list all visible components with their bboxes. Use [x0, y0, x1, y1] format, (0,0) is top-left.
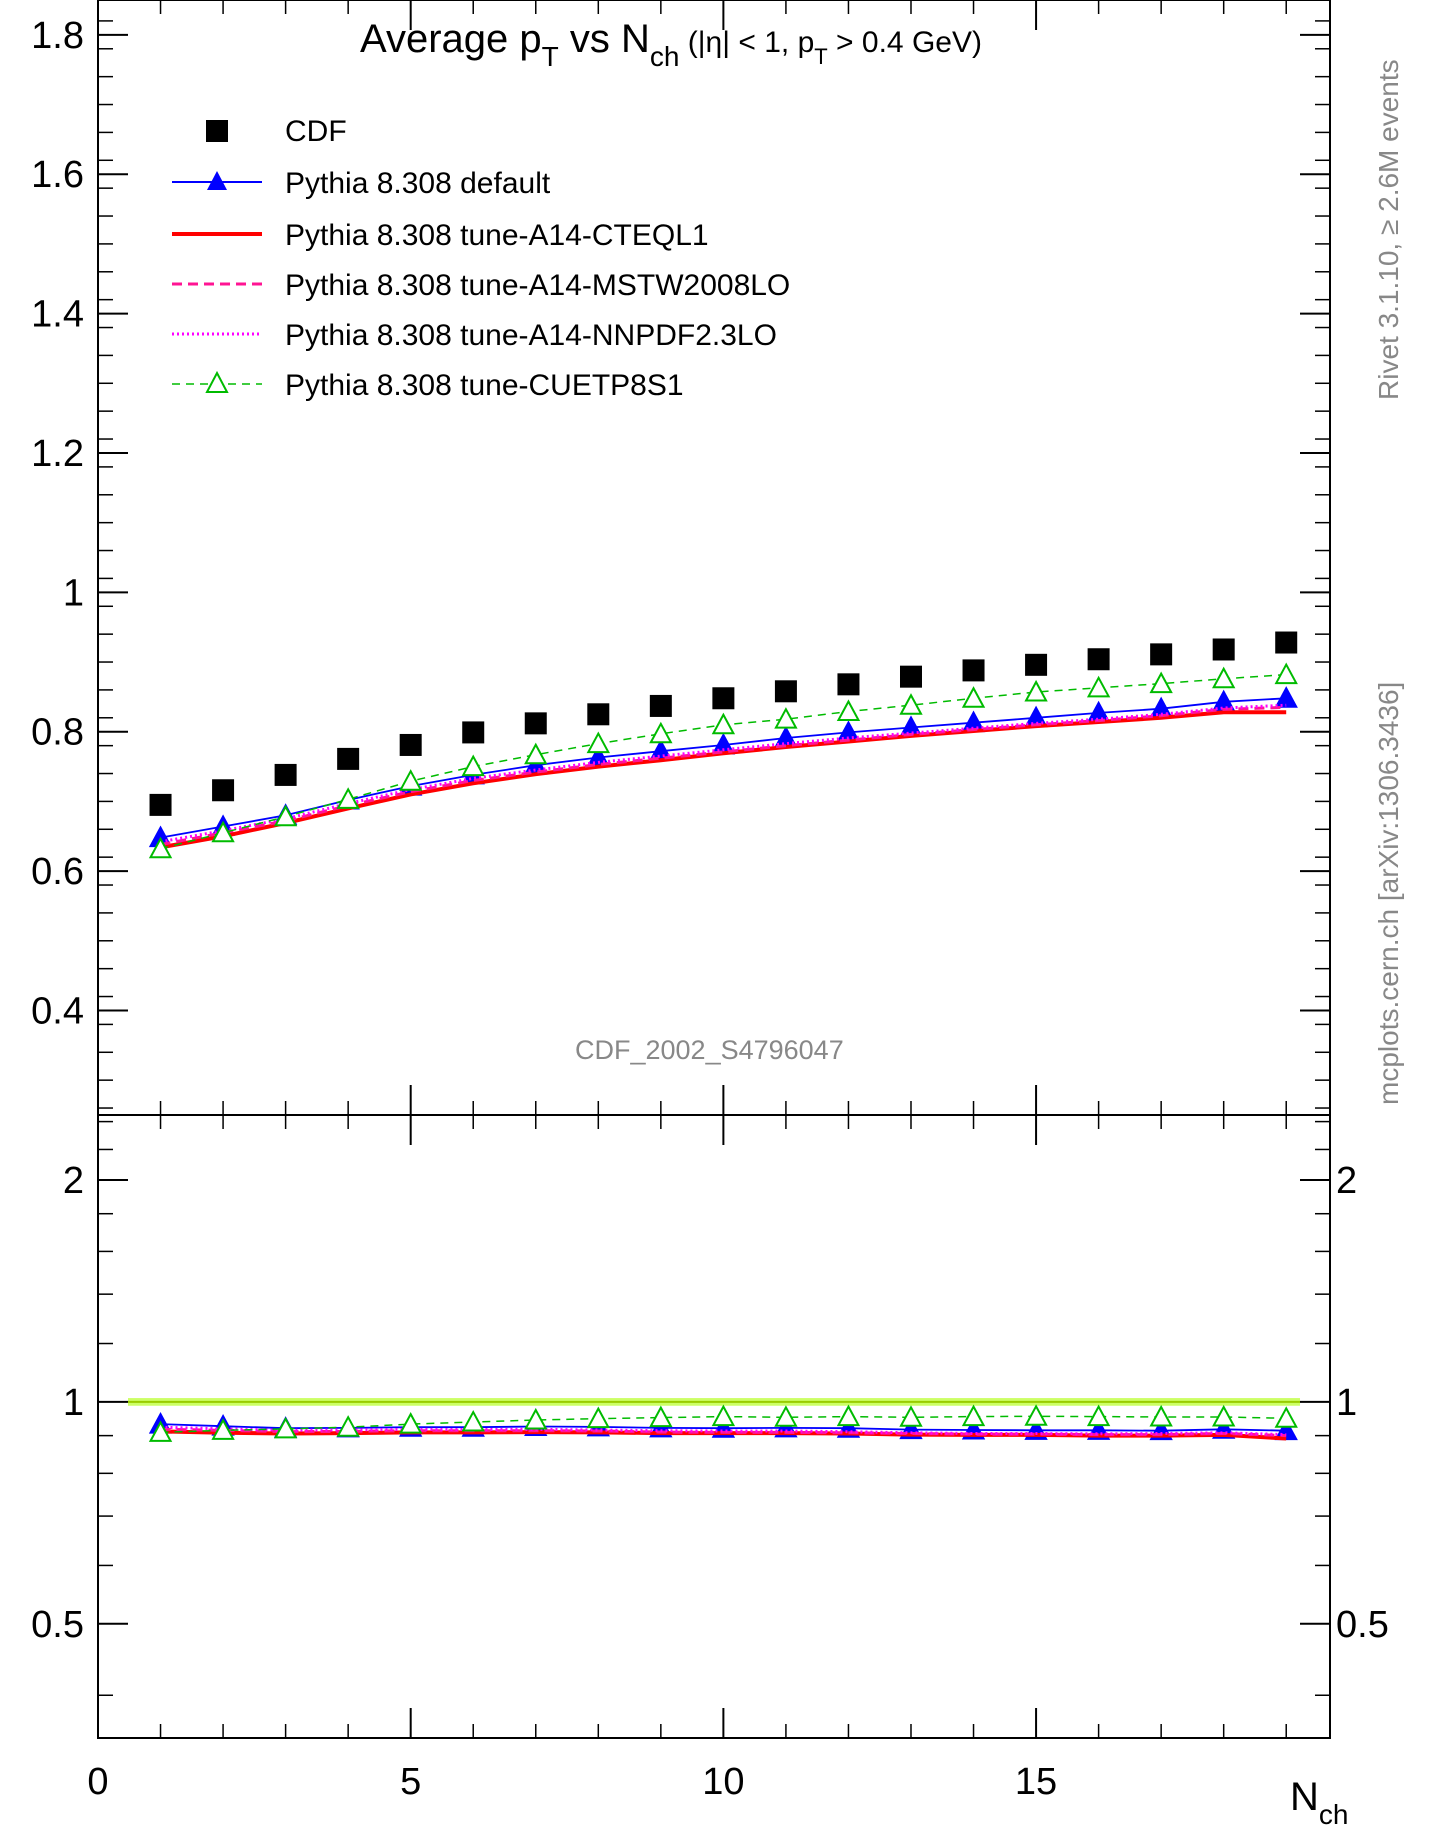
x-tick-label: 10 — [702, 1761, 744, 1803]
main-cuetp8s1-marker — [148, 836, 173, 859]
ratio-cuetp8s1-marker — [1149, 1404, 1173, 1427]
legend-marker-cuetp8s1 — [205, 370, 229, 393]
main-cuetp8s1-marker — [461, 754, 485, 777]
main-cdf-point — [1212, 638, 1235, 661]
main-mstw-line — [160, 705, 1287, 847]
x-tick-label: 0 — [87, 1761, 108, 1803]
main-cuetp8s1-marker — [1212, 666, 1236, 689]
ratio-cuetp8s1-marker — [461, 1409, 485, 1432]
main-cuetp8s1-marker — [336, 787, 360, 809]
main-cdf-point — [462, 721, 485, 744]
main-cuetp8s1-marker — [961, 686, 986, 708]
main-cdf-point — [962, 659, 985, 682]
legend-label-mstw: Pythia 8.308 tune-A14-MSTW2008LO — [285, 269, 790, 302]
ratio-cuetp8s1-marker — [1024, 1404, 1048, 1426]
main-cdf-point — [899, 665, 922, 688]
main-cdf-point — [274, 763, 297, 786]
main-cdf-point — [774, 680, 797, 703]
legend: CDF Pythia 8.308 default Pythia 8.308 tu… — [172, 115, 790, 402]
analysis-label: CDF_2002_S4796047 — [575, 1035, 844, 1065]
ratio-cuetp8s1-marker — [1274, 1406, 1298, 1428]
y-tick-label-right: 0.5 — [1336, 1604, 1389, 1646]
legend-label-nnpdf: Pythia 8.308 tune-A14-NNPDF2.3LO — [285, 319, 777, 352]
main-cuetp8s1-marker — [273, 804, 298, 827]
ratio-cuetp8s1-marker — [774, 1405, 798, 1427]
mcplots-label: mcplots.cern.ch [arXiv:1306.3436] — [1373, 682, 1404, 1105]
main-cdf-point — [149, 793, 172, 816]
ratio-cuetp8s1-marker — [1212, 1404, 1236, 1427]
chart-title: Average pT vs Nch (|η| < 1, pT > 0.4 GeV… — [360, 17, 982, 72]
ratio-cuetp8s1-marker — [524, 1407, 548, 1430]
ratio-cuetp8s1-marker — [273, 1416, 298, 1439]
main-cuetp8s1-marker — [711, 712, 736, 735]
legend-marker-cdf — [206, 120, 228, 142]
plot-frame — [97, 1114, 1331, 1739]
ratio-cuetp8s1-marker — [1086, 1404, 1111, 1427]
main-cdf-point — [399, 733, 422, 756]
main-cdf-point — [649, 694, 672, 717]
x-tick-label: 5 — [400, 1761, 421, 1803]
legend-marker-default — [207, 171, 227, 190]
y-tick-label-right: 2 — [1336, 1160, 1357, 1202]
main-cdf-point — [1150, 643, 1173, 666]
main-cdf-point — [1025, 653, 1048, 676]
main-cdf-point — [212, 779, 235, 802]
y-tick-label: 1.8 — [31, 15, 84, 57]
legend-label-cteql1: Pythia 8.308 tune-A14-CTEQL1 — [285, 219, 709, 252]
y-tick-label-right: 1 — [1336, 1382, 1357, 1424]
y-tick-label: 0.6 — [31, 851, 84, 893]
main-cuetp8s1-marker — [1274, 662, 1298, 685]
main-cuetp8s1-marker — [524, 742, 548, 765]
ratio-cuetp8s1-marker — [399, 1411, 423, 1434]
y-tick-label: 2 — [63, 1160, 84, 1202]
rivet-label: Rivet 3.1.10, ≥ 2.6M events — [1373, 59, 1404, 400]
y-tick-label: 0.8 — [31, 712, 84, 754]
main-cdf-point — [1087, 648, 1110, 671]
ratio-mstw-line — [160, 1427, 1287, 1438]
ratio-cuetp8s1-marker — [711, 1404, 736, 1427]
y-tick-label: 1 — [63, 1382, 84, 1424]
main-cdf-point — [524, 712, 547, 735]
main-cuetp8s1-marker — [399, 769, 423, 791]
main-panel: 0.4 0.6 0.8 1 1.2 1.4 1.6 1.8 — [31, 0, 1331, 1116]
main-cdf-point — [587, 703, 610, 726]
main-cuetp8s1-marker — [774, 707, 798, 729]
legend-label-cdf: CDF — [285, 115, 347, 148]
ratio-cuetp8s1-marker — [961, 1404, 986, 1427]
y-tick-label: 1.2 — [31, 433, 84, 475]
x-axis-label: Nch — [1290, 1775, 1348, 1830]
y-tick-label: 1.6 — [31, 154, 84, 196]
main-cuetp8s1-marker — [1024, 679, 1048, 702]
ratio-cuetp8s1-marker — [899, 1405, 923, 1427]
ratio-cuetp8s1-marker — [148, 1420, 173, 1442]
main-cuetp8s1-marker — [899, 693, 923, 715]
x-tick-label: 15 — [1015, 1761, 1057, 1803]
main-cdf-point — [837, 673, 860, 696]
main-cdf-point — [337, 747, 360, 770]
main-cdf-point — [1275, 631, 1298, 654]
main-cuetp8s1-marker — [1149, 671, 1173, 694]
main-cuetp8s1-marker — [586, 731, 610, 754]
ratio-cuetp8s1-marker — [586, 1406, 610, 1429]
y-tick-label: 1.4 — [31, 294, 84, 336]
legend-label-default: Pythia 8.308 default — [285, 167, 551, 200]
main-default-marker — [1274, 686, 1298, 708]
y-tick-label: 0.4 — [31, 990, 84, 1032]
main-cuetp8s1-marker — [211, 820, 235, 843]
ratio-panel: 0.5 0.5 1 1 2 2 0 5 10 15 — [31, 1114, 1389, 1803]
ratio-cuetp8s1-marker — [836, 1404, 861, 1427]
main-cdf-point — [712, 687, 735, 710]
legend-label-cuetp8s1: Pythia 8.308 tune-CUETP8S1 — [285, 369, 684, 402]
main-cuetp8s1-marker — [836, 699, 861, 722]
plot-frame — [97, 0, 1331, 1116]
ratio-cuetp8s1-marker — [336, 1415, 360, 1437]
y-tick-label: 0.5 — [31, 1604, 84, 1646]
y-tick-label: 1 — [63, 572, 84, 614]
ratio-cuetp8s1-marker — [211, 1418, 235, 1440]
ratio-cuetp8s1-marker — [649, 1405, 673, 1428]
main-cuetp8s1-marker — [1086, 675, 1111, 698]
main-cuetp8s1-marker — [649, 721, 673, 744]
